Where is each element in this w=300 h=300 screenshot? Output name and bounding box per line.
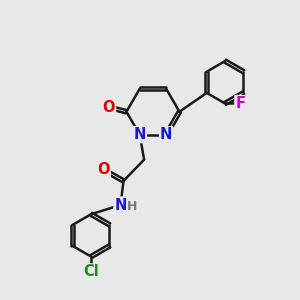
Text: F: F <box>236 96 245 111</box>
Text: N: N <box>160 127 172 142</box>
Text: O: O <box>97 162 110 177</box>
Text: H: H <box>127 200 137 213</box>
Text: O: O <box>103 100 115 115</box>
Text: N: N <box>114 197 127 212</box>
Text: Cl: Cl <box>83 264 99 279</box>
Text: N: N <box>134 127 146 142</box>
